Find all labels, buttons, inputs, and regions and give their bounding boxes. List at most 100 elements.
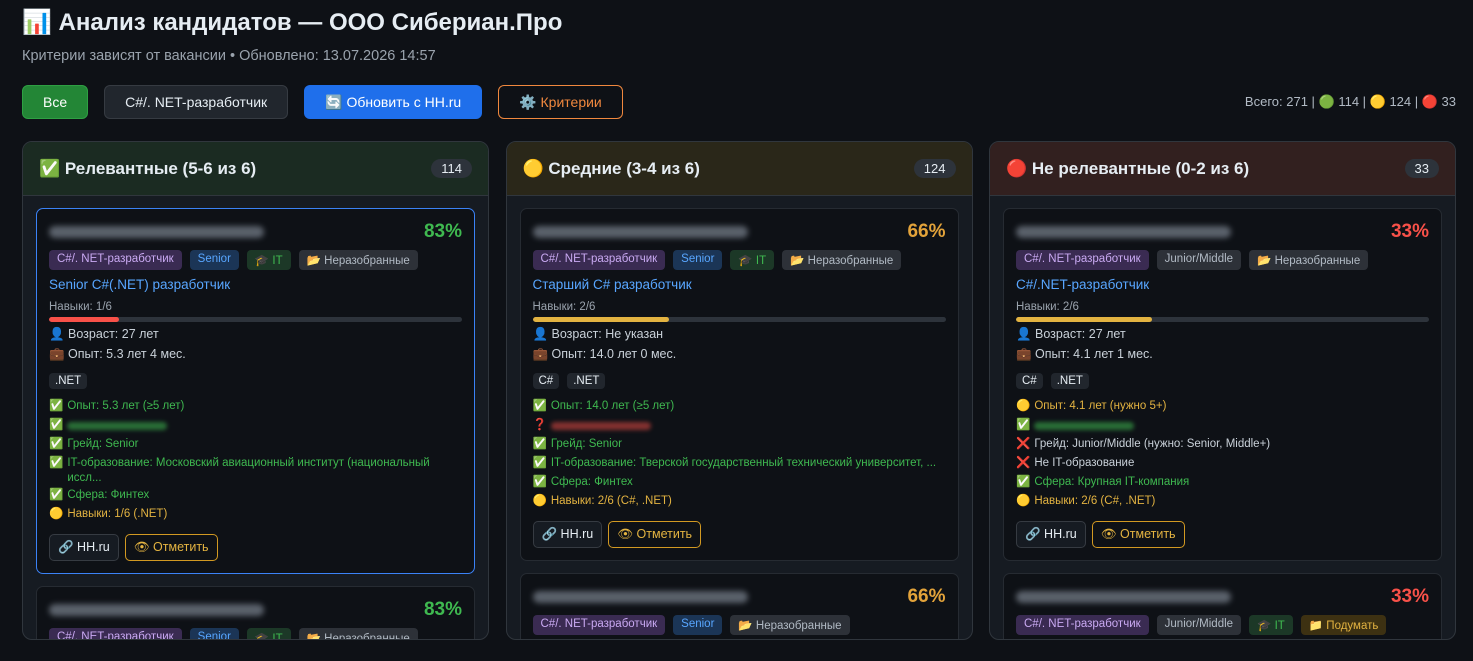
criterion: 🟡 Опыт: 4.1 лет (нужно 5+)	[1016, 397, 1429, 416]
candidate-card[interactable]: 33% C#/. NET-разработчик Junior/Middle 🎓 IT…	[1003, 573, 1442, 639]
position-link[interactable]: Senior C#(.NET) разработчик	[49, 277, 231, 292]
action-button[interactable]: 🔗 HH.ru	[49, 534, 119, 561]
criterion: ✅ IT-образование: Тверской государственны…	[533, 454, 946, 473]
criterion: ✅ Сфера: Финтех	[49, 486, 462, 505]
tag: 🎓 IT	[730, 250, 775, 270]
criterion: ✅	[1016, 416, 1429, 435]
skill-chip: .NET	[49, 373, 88, 389]
tag: C#/. NET-разработчик	[1016, 615, 1149, 635]
action-button[interactable]: 👁 Отметить	[124, 534, 218, 561]
position-link[interactable]: Старший C# разработчик	[532, 277, 692, 292]
column: 🟡 Средние (3-4 из 6) 124 66% C#/. NET-разра…	[505, 141, 973, 640]
toolbar-button[interactable]: ⚙️ Критерии	[498, 85, 623, 119]
criterion-text: Не IT-образование	[1034, 457, 1135, 469]
toolbar-button[interactable]: 🔄 Обновить с HH.ru	[304, 85, 483, 119]
tag: 🎓 IT	[246, 250, 291, 270]
score: 83%	[423, 221, 462, 242]
tag: 📁 Подумать	[1300, 615, 1387, 635]
skills-bar	[1016, 317, 1153, 322]
action-button[interactable]: 🔗 HH.ru	[1016, 521, 1086, 548]
position-link[interactable]: C#/.NET-разработчик	[1016, 277, 1150, 292]
tags: C#/. NET-разработчик Junior/Middle 🎓 IT 📁 П…	[1016, 615, 1429, 635]
blurred-text	[550, 422, 651, 430]
candidate-card[interactable]: 83% C#/. NET-разработчик Senior 🎓 IT 📂 Нераз…	[36, 586, 475, 639]
candidate-card[interactable]: 33% C#/. NET-разработчик Junior/Middle 📂 Не…	[1003, 208, 1442, 561]
criterion-icon: ✅	[49, 438, 64, 450]
blurred-text	[67, 422, 168, 430]
tags: C#/. NET-разработчик Senior 🎓 IT 📂 Неразобр…	[49, 628, 462, 639]
criterion-text: IT-образование: Московский авиационный и…	[67, 457, 430, 484]
tags: C#/. NET-разработчик Senior 🎓 IT 📂 Неразобр…	[49, 250, 462, 270]
name-row: 33%	[1016, 586, 1429, 608]
criterion-icon: ✅	[532, 400, 547, 412]
score: 66%	[907, 586, 946, 607]
name-row: 83%	[49, 599, 462, 621]
card-list: 66% C#/. NET-разработчик Senior 🎓 IT 📂 Нераз…	[507, 196, 972, 639]
criterion-icon: ✅	[49, 419, 64, 431]
criterion-text: Навыки: 2/6 (C#, .NET)	[1034, 495, 1156, 507]
skills-track	[49, 317, 462, 322]
criteria: ✅ Опыт: 5.3 лет (≥5 лет) ✅ ✅ Грейд: Senior ✅ I…	[49, 397, 462, 524]
skills-bar	[49, 317, 120, 322]
skill-chips: C# .NET	[1016, 373, 1429, 389]
criterion: 🟡 Навыки: 2/6 (C#, .NET)	[1016, 492, 1429, 511]
candidate-card[interactable]: 66% C#/. NET-разработчик Senior 🎓 IT 📂 Нераз…	[519, 208, 959, 561]
tag: C#/. NET-разработчик	[1016, 250, 1149, 270]
card-list: 83% C#/. NET-разработчик Senior 🎓 IT 📂 Нераз…	[23, 196, 488, 639]
criterion-text: Сфера: Финтех	[67, 489, 150, 501]
tag: 🎓 IT	[1249, 615, 1293, 635]
criterion-icon: ✅	[49, 457, 64, 469]
criterion-icon: 🟡	[1016, 495, 1031, 507]
experience: 💼 Опыт: 5.3 лет 4 мес.	[49, 347, 186, 361]
tags: C#/. NET-разработчик Junior/Middle 📂 Нераз…	[1016, 250, 1429, 270]
skill-chip: .NET	[1050, 373, 1089, 389]
blurred-name	[1016, 226, 1231, 238]
column-title: 🟡 Средние (3-4 из 6)	[522, 158, 700, 178]
skill-chip: .NET	[567, 373, 606, 389]
column-title: ✅ Релевантные (5-6 из 6)	[39, 158, 257, 178]
skills-bar	[532, 317, 669, 322]
criterion-text: Навыки: 2/6 (C#, .NET)	[550, 495, 672, 507]
action-button[interactable]: 🔗 HH.ru	[532, 521, 603, 548]
criterion: ❌ Грейд: Junior/Middle (нужно: Senior, Mi…	[1016, 435, 1429, 454]
criterion: 🟡 Навыки: 1/6 (.NET)	[49, 505, 462, 524]
criterion: ✅ Опыт: 5.3 лет (≥5 лет)	[49, 397, 462, 416]
tag: 📂 Неразобранные	[782, 250, 902, 270]
candidate-card[interactable]: 66% C#/. NET-разработчик Senior 📂 Неразобра…	[519, 573, 959, 639]
action-button[interactable]: 👁 Отметить	[608, 521, 702, 548]
skills-track	[532, 317, 946, 322]
skill-chip: C#	[532, 373, 560, 389]
criterion: ✅ Грейд: Senior	[49, 435, 462, 454]
criterion-icon: 🟡	[532, 495, 547, 507]
criterion-icon: ✅	[532, 476, 547, 488]
candidate-card[interactable]: 83% C#/. NET-разработчик Senior 🎓 IT 📂 Нераз…	[36, 208, 475, 574]
column-count: 114	[431, 159, 472, 178]
page-title: 📊 Анализ кандидатов — ООО Сибериан.Про	[22, 9, 563, 36]
skills-label: Навыки: 2/6	[532, 301, 596, 313]
criterion: ❓	[533, 416, 946, 435]
column-count: 33	[1404, 159, 1439, 178]
blurred-text	[1034, 422, 1135, 430]
criteria: ✅ Опыт: 14.0 лет (≥5 лет) ❓ ✅ Грейд: Senior ✅…	[533, 397, 946, 511]
card-list: 33% C#/. NET-разработчик Junior/Middle 📂 Не…	[990, 196, 1455, 639]
action-button[interactable]: 👁 Отметить	[1091, 521, 1185, 548]
criterion-text: Грейд: Senior	[550, 438, 622, 450]
name-row: 33%	[1016, 221, 1429, 243]
criterion-text: Сфера: Крупная IT-компания	[1034, 476, 1190, 488]
criterion-text: Грейд: Senior	[67, 438, 139, 450]
toolbar-button[interactable]: C#/. NET-разработчик	[104, 85, 289, 119]
column-title: 🔴 Не релевантные (0-2 из 6)	[1006, 158, 1250, 178]
tag: 🎓 IT	[246, 628, 291, 639]
toolbar-button[interactable]: Все	[22, 85, 89, 119]
criterion-text: Грейд: Junior/Middle (нужно: Senior, Mid…	[1034, 438, 1271, 450]
tag: Senior	[673, 615, 723, 635]
criterion-text: Опыт: 5.3 лет (≥5 лет)	[67, 400, 185, 412]
criterion: ✅ Опыт: 14.0 лет (≥5 лет)	[533, 397, 946, 416]
column-header: 🔴 Не релевантные (0-2 из 6) 33	[990, 142, 1455, 196]
criterion-icon: ✅	[1016, 419, 1031, 431]
criterion: ✅ Грейд: Senior	[533, 435, 946, 454]
skill-chips: C# .NET	[532, 373, 946, 389]
criterion: ✅ IT-образование: Московский авиационный …	[49, 454, 462, 486]
